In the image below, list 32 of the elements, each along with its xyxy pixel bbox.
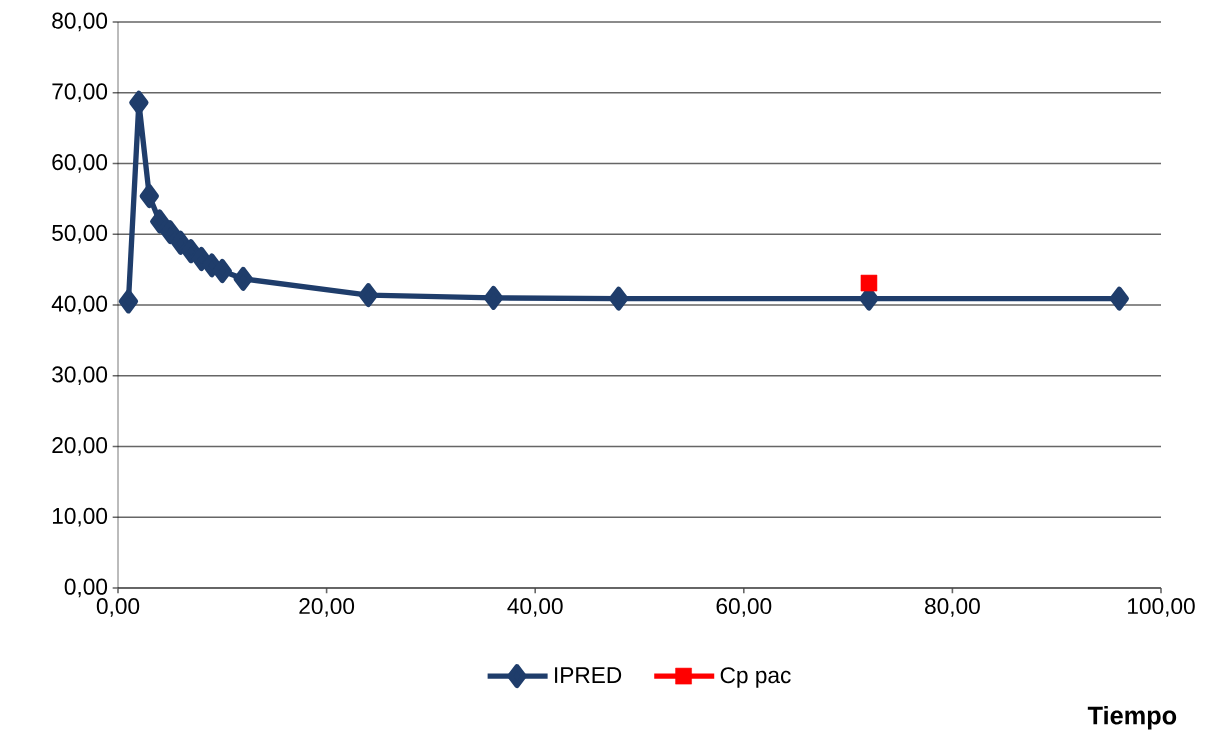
y-tick-label: 40,00 bbox=[51, 295, 108, 315]
legend-label: Cp pac bbox=[720, 667, 791, 688]
point bbox=[129, 90, 149, 115]
x-tick-label: 80,00 bbox=[925, 598, 980, 617]
y-tick-label: 30,00 bbox=[52, 366, 108, 386]
legend-label: IPRED bbox=[555, 667, 622, 683]
point bbox=[150, 209, 170, 234]
point bbox=[170, 230, 191, 255]
x-tick-label: 60,00 bbox=[716, 598, 772, 617]
point bbox=[212, 259, 232, 284]
y-tick-label: 10,00 bbox=[52, 507, 108, 527]
y-tick-label: 70,00 bbox=[52, 83, 108, 103]
x-tick-label: 0,00 bbox=[96, 598, 140, 617]
point bbox=[160, 220, 180, 245]
point bbox=[483, 285, 504, 310]
point bbox=[860, 274, 878, 292]
point bbox=[358, 283, 378, 308]
point bbox=[139, 184, 159, 209]
point bbox=[233, 266, 253, 291]
x-tick-label: 100,00 bbox=[1128, 598, 1195, 617]
x-tick-label: 20,00 bbox=[299, 598, 355, 617]
y-tick-label: 60,00 bbox=[52, 154, 108, 173]
point bbox=[608, 286, 629, 311]
y-tick-label: 20,00 bbox=[52, 437, 108, 456]
y-tick-label: 80,00 bbox=[52, 12, 108, 32]
y-tick-label: 0,00 bbox=[64, 578, 108, 598]
point bbox=[1109, 286, 1129, 311]
x-tick-label: 40,00 bbox=[507, 598, 563, 617]
point bbox=[181, 239, 201, 264]
y-tick-label: 50,00 bbox=[52, 224, 108, 244]
point bbox=[118, 289, 139, 314]
x-axis-title: Tiempo bbox=[1087, 705, 1177, 730]
